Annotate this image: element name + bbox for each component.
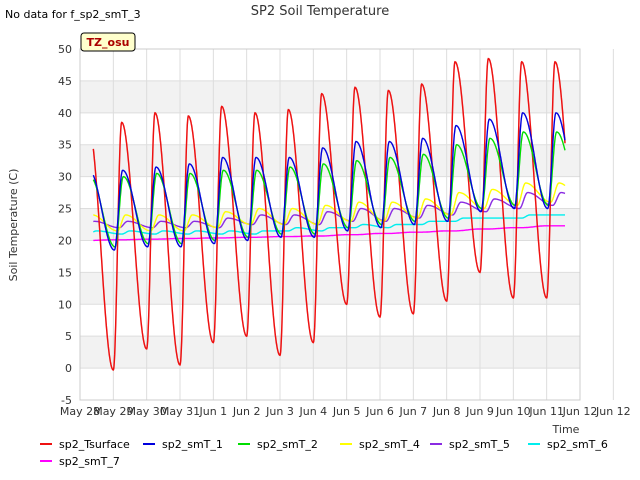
y-tick-label: 50 <box>58 43 72 56</box>
y-tick-label: 40 <box>58 107 72 120</box>
y-tick-labels: -5 0 5 10 15 20 25 30 35 40 45 50 <box>58 43 72 407</box>
x-tick-label: Jun 12 <box>595 405 631 418</box>
x-tick-label: Jun 11 <box>528 405 564 418</box>
y-tick-label: 35 <box>58 139 72 152</box>
badge-label: TZ_osu <box>87 36 130 49</box>
series-line-sp2_smT_7 <box>93 225 565 242</box>
x-tick-label: Jun 4 <box>298 405 327 418</box>
x-tick-label: Jun 3 <box>265 405 294 418</box>
series-line-sp2_Tsurface <box>92 57 566 371</box>
y-tick-label: 0 <box>65 362 72 375</box>
x-tick-label: Jun 10 <box>495 405 531 418</box>
y-tick-label: 25 <box>58 203 72 216</box>
x-tick-label: Jun 5 <box>332 405 361 418</box>
series-line-sp2_smT_6 <box>92 214 565 235</box>
x-tick-label: Jun 2 <box>232 405 261 418</box>
y-tick-label: 10 <box>58 298 72 311</box>
x-tick-label: Jun 7 <box>398 405 427 418</box>
x-tick-label: Jun 12 <box>562 405 598 418</box>
x-axis-label: Time <box>552 423 580 436</box>
y-tick-label: 5 <box>65 330 72 343</box>
legend-label-sp2_smT_6: sp2_smT_6 <box>547 438 608 451</box>
x-tick-label: May 29 <box>93 405 133 418</box>
chart-title: SP2 Soil Temperature <box>251 4 389 19</box>
x-tick-label: Jun 9 <box>465 405 494 418</box>
y-tick-label: -5 <box>61 394 72 407</box>
band <box>80 80 580 113</box>
x-tick-label: May 28 <box>60 405 100 418</box>
legend: sp2_Tsurface sp2_smT_1 sp2_smT_2 sp2_smT_4 s… <box>40 438 608 468</box>
series-line-sp2_smT_1 <box>92 111 566 251</box>
y-axis-label: Soil Temperature (C) <box>7 169 20 282</box>
legend-label-sp2_smT_2: sp2_smT_2 <box>257 438 318 451</box>
plot-frame <box>79 48 581 401</box>
no-data-note: No data for f_sp2_smT_3 <box>5 8 141 21</box>
legend-label-sp2_Tsurface: sp2_Tsurface <box>59 438 130 451</box>
badge-box <box>80 32 136 52</box>
gridlines <box>79 48 614 401</box>
band <box>80 272 580 305</box>
x-tick-label: Jun 1 <box>198 405 227 418</box>
y-tick-label: 30 <box>58 171 72 184</box>
series-lines <box>92 57 566 371</box>
timezone-badge: TZ_osu <box>80 32 136 52</box>
legend-label-sp2_smT_1: sp2_smT_1 <box>162 438 223 451</box>
legend-label-sp2_smT_5: sp2_smT_5 <box>449 438 510 451</box>
x-tick-label: May 30 <box>127 405 167 418</box>
series-line-sp2_smT_2 <box>92 131 566 248</box>
band <box>80 336 580 369</box>
x-tick-label: Jun 6 <box>365 405 394 418</box>
x-tick-label: May 31 <box>160 405 200 418</box>
x-tick-label: Jun 8 <box>432 405 461 418</box>
y-tick-label: 20 <box>58 234 72 247</box>
legend-label-sp2_smT_4: sp2_smT_4 <box>359 438 420 451</box>
y-tick-label: 45 <box>58 75 72 88</box>
legend-label-sp2_smT_7: sp2_smT_7 <box>59 455 120 468</box>
y-tick-label: 15 <box>58 266 72 279</box>
